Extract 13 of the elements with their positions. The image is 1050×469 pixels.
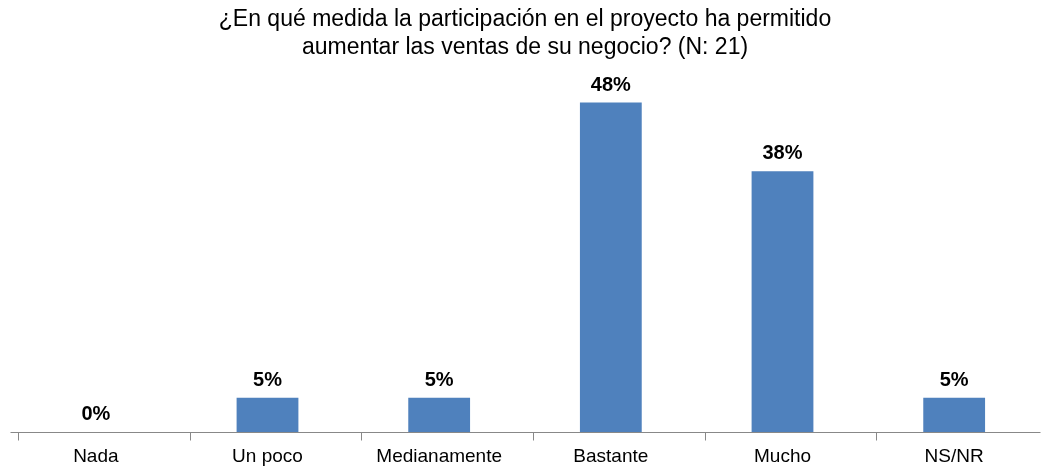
x-tick-label: NS/NR bbox=[924, 444, 984, 466]
data-label: 5% bbox=[253, 367, 283, 390]
x-tick-label: Un poco bbox=[232, 444, 303, 466]
data-label: 5% bbox=[939, 367, 969, 390]
data-label: 38% bbox=[762, 141, 803, 164]
x-tick-label: Bastante bbox=[573, 444, 649, 466]
x-tick-label: Medianamente bbox=[376, 444, 503, 466]
data-label: 5% bbox=[424, 367, 454, 390]
data-label: 0% bbox=[81, 402, 111, 424]
x-tick-label: Nada bbox=[73, 444, 119, 466]
data-label: 48% bbox=[590, 72, 632, 95]
x-tick-label: Mucho bbox=[753, 444, 812, 466]
chart-title: ¿En qué medida la participación en el proyecto ha permitido aumentar las ventas de su negocio? (N: 21) bbox=[218, 5, 832, 59]
